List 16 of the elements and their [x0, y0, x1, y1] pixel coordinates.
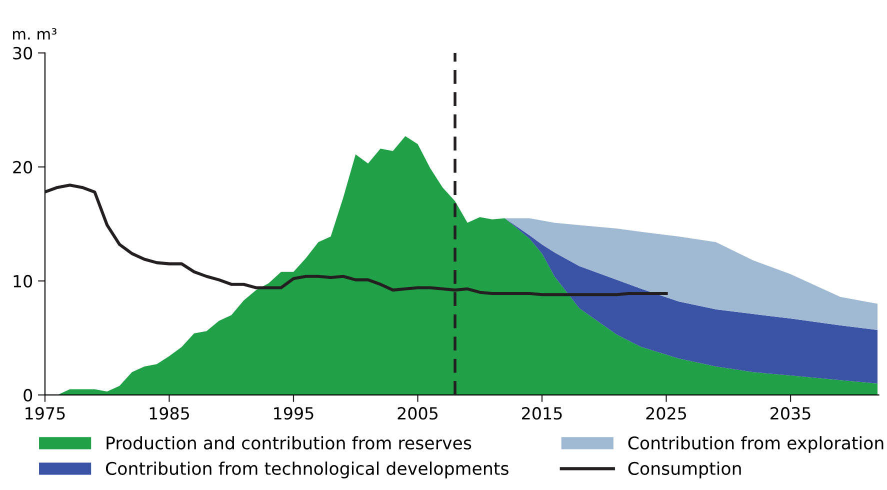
x-tick-label: 2025 — [646, 407, 686, 420]
legend-label: Contribution from technological developments — [106, 462, 508, 478]
x-tick-label: 2035 — [770, 407, 810, 420]
x-tick-label: 1975 — [26, 407, 65, 420]
legend-label: Contribution from exploration — [628, 436, 884, 453]
y-tick-label: 20 — [13, 160, 32, 174]
x-tick-label: 2015 — [522, 407, 562, 420]
x-tick-label: 2005 — [398, 407, 438, 420]
y-axis-title: m. m³ — [13, 28, 56, 40]
y-tick-label: 10 — [14, 274, 32, 288]
legend-label: Consumption — [628, 462, 741, 478]
x-tick-label: 1985 — [150, 407, 189, 420]
x-tick-label: 1995 — [274, 407, 314, 420]
y-tick-label: 30 — [13, 46, 32, 60]
y-tick-label: 0 — [24, 388, 32, 402]
legend-label: Production and contribution from reserves — [106, 436, 472, 450]
